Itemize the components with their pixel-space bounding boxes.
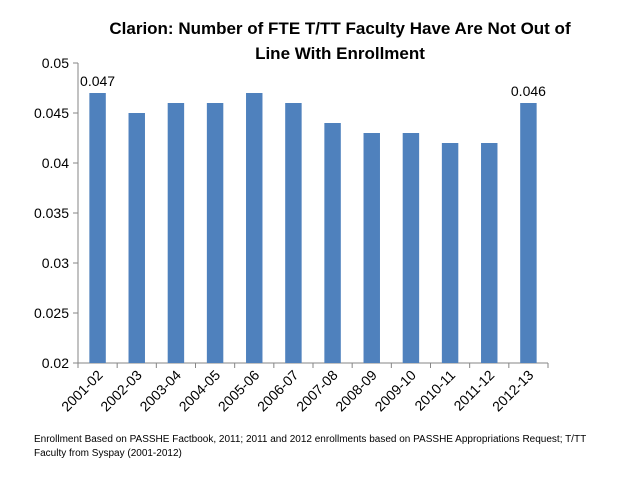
- x-tick-label: 2002-03: [97, 367, 145, 415]
- y-tick-label: 0.045: [34, 105, 69, 121]
- x-tick-label: 2012-13: [489, 367, 537, 415]
- bar: [206, 103, 224, 363]
- x-tick-label: 2011-12: [450, 367, 497, 414]
- x-tick-label: 2007-08: [293, 367, 341, 415]
- bar: [363, 133, 380, 363]
- bar: [481, 143, 498, 363]
- x-tick-label: 2008-09: [332, 367, 380, 415]
- y-tick-label: 0.03: [42, 255, 69, 271]
- bar: [441, 143, 459, 363]
- y-tick-label: 0.02: [42, 355, 69, 371]
- x-tick-label: 2005-06: [215, 367, 263, 415]
- data-label: 0.046: [511, 83, 546, 99]
- bar: [520, 103, 537, 363]
- x-tick-label: 2010-11: [411, 367, 458, 414]
- data-labels: 0.047 0.046: [80, 73, 546, 99]
- x-tick-label: 2009-10: [371, 367, 419, 415]
- bar: [89, 93, 106, 363]
- x-tick-label: 2001-02: [58, 367, 106, 415]
- chart-title: Clarion: Number of FTE T/TT Faculty Have…: [109, 19, 571, 63]
- bar: [324, 123, 341, 363]
- bar: [285, 103, 302, 363]
- x-tick-label: 2004-05: [176, 367, 224, 415]
- x-tick-label: 2003-04: [136, 367, 184, 415]
- y-tick-label: 0.035: [34, 205, 69, 221]
- y-tick-label: 0.04: [42, 155, 69, 171]
- bar: [167, 103, 185, 363]
- y-tick-label: 0.025: [34, 305, 69, 321]
- bar: [402, 133, 420, 363]
- x-axis: 2001-022002-032003-042004-052005-062006-…: [58, 362, 549, 415]
- y-tick-label: 0.05: [42, 55, 69, 71]
- chart-footnote: Enrollment Based on PASSHE Factbook, 201…: [34, 434, 586, 459]
- data-label: 0.047: [80, 73, 115, 89]
- bar: [246, 93, 263, 363]
- y-axis: 0.02 0.025 0.03 0.035 0.04 0.045 0.05: [34, 55, 79, 371]
- bars: [89, 93, 537, 363]
- x-tick-label: 2006-07: [254, 367, 302, 415]
- bar: [128, 113, 145, 363]
